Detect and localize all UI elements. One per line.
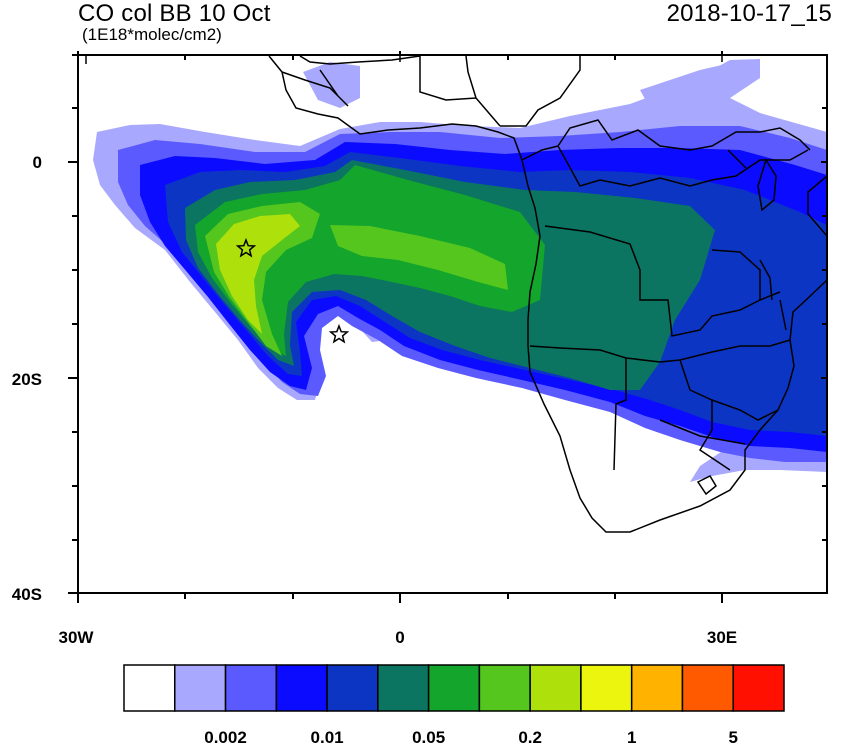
colorbar-label: 0.01 — [311, 728, 344, 747]
station-markers — [235, 237, 350, 344]
lon-tick-label: 30E — [707, 628, 737, 647]
colorbar-swatch — [174, 664, 227, 712]
plume-band-8 — [216, 214, 300, 334]
lon-tick-label: 0 — [395, 628, 404, 647]
border-westafrica — [281, 55, 581, 127]
star-icon — [235, 237, 257, 258]
africa-coastline — [268, 55, 827, 533]
colorbar-swatch — [630, 664, 684, 712]
border-centralafrica — [521, 119, 811, 337]
co-plume — [93, 59, 827, 482]
colorbar-swatch — [580, 664, 633, 712]
colorbar-label: 0.002 — [204, 728, 247, 747]
units-label: (1E18*molec/cm2) — [82, 25, 222, 44]
lon-tick-label: 30W — [59, 628, 95, 647]
colorbar-label: 0.05 — [412, 728, 445, 747]
colorbar-swatch — [224, 664, 278, 712]
map-outlines — [85, 55, 827, 533]
lesotho-outline — [696, 475, 717, 496]
colorbar-label: 0.2 — [518, 728, 542, 747]
lat-tick-label: 0 — [33, 153, 42, 172]
plume-band-1b — [303, 62, 360, 108]
star-icon — [328, 323, 350, 344]
border-southernafrica — [529, 339, 791, 471]
colorbar-swatch — [732, 664, 785, 712]
colorbar-label: 5 — [728, 728, 737, 747]
east-africa-lakes — [727, 149, 787, 331]
colorbar-swatch — [377, 664, 430, 712]
plume-band-1c — [640, 62, 735, 108]
colorbar-swatch — [326, 664, 379, 712]
timestamp-label: 2018-10-17_15 — [666, 0, 832, 27]
colorbar-swatch — [478, 664, 531, 712]
colorbar-swatch — [529, 664, 582, 712]
colorbar: 0.002 0.01 0.05 0.2 1 5 — [123, 664, 785, 747]
colorbar-label: 1 — [627, 728, 636, 747]
colorbar-swatch — [681, 664, 734, 712]
africa-north-coast — [299, 55, 421, 65]
colorbar-swatch — [275, 664, 328, 712]
lat-tick-label: 20S — [12, 370, 42, 389]
axis-tick-marks — [68, 51, 827, 603]
lat-tick-label: 40S — [12, 585, 42, 604]
plume-band-7b — [330, 225, 508, 290]
colorbar-swatch — [123, 664, 176, 712]
grid-ticks-inner — [85, 56, 723, 64]
figure-title: CO col BB 10 Oct — [78, 0, 271, 27]
colorbar-swatch — [427, 664, 481, 712]
